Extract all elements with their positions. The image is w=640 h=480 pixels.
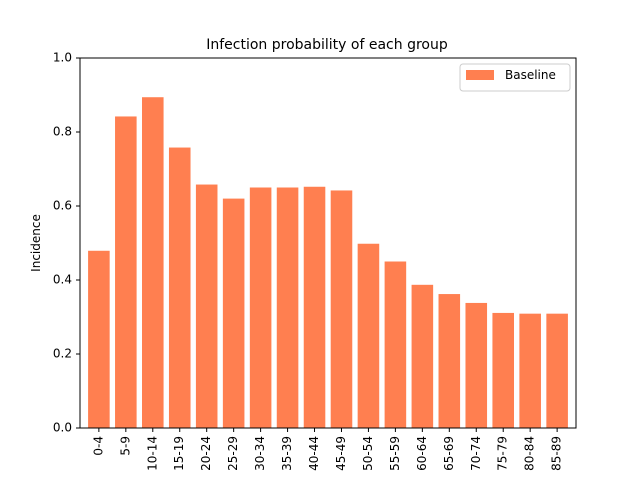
bar-60-64 bbox=[411, 284, 434, 428]
y-tick-label: 0.0 bbox=[53, 421, 72, 435]
plot-frame bbox=[79, 57, 577, 429]
x-tick-label: 40-44 bbox=[307, 436, 321, 471]
bar-40-44 bbox=[303, 186, 326, 428]
bar-50-54 bbox=[357, 243, 380, 428]
chart-title: Infection probability of each group bbox=[206, 37, 448, 53]
bar-80-84 bbox=[519, 313, 541, 428]
bar-30-34 bbox=[249, 187, 272, 428]
x-tick-label: 30-34 bbox=[253, 436, 267, 471]
y-axis: 0.0 0.2 0.4 0.6 0.8 1.0 bbox=[53, 51, 80, 435]
bar-20-24 bbox=[195, 184, 218, 428]
x-tick-label: 60-64 bbox=[415, 436, 429, 471]
x-tick-label: 85-89 bbox=[550, 436, 564, 471]
y-tick-label: 1.0 bbox=[53, 51, 72, 65]
bar-70-74 bbox=[465, 302, 488, 428]
x-tick-label: 25-29 bbox=[226, 436, 240, 471]
bar-85-89 bbox=[546, 313, 568, 428]
bar-10-14 bbox=[142, 97, 164, 428]
x-tick-label: 35-39 bbox=[280, 436, 294, 471]
legend-label: Baseline bbox=[505, 68, 556, 82]
bar-5-9 bbox=[115, 116, 137, 429]
bar-35-39 bbox=[276, 187, 299, 428]
y-tick-label: 0.2 bbox=[53, 347, 72, 361]
x-tick-label: 0-4 bbox=[91, 436, 105, 456]
bar-15-19 bbox=[168, 147, 191, 429]
y-tick-label: 0.8 bbox=[53, 125, 72, 139]
bar-0-4 bbox=[88, 250, 110, 428]
x-tick-label: 5-9 bbox=[118, 436, 132, 456]
bar-75-79 bbox=[492, 312, 514, 428]
x-tick-label: 20-24 bbox=[199, 436, 213, 471]
bar-55-59 bbox=[384, 261, 407, 428]
y-tick-label: 0.6 bbox=[53, 199, 72, 213]
y-tick-label: 0.4 bbox=[53, 273, 72, 287]
bar-45-49 bbox=[330, 190, 353, 428]
x-tick-label: 80-84 bbox=[523, 436, 537, 471]
bar-25-29 bbox=[222, 198, 245, 428]
bars-layer bbox=[88, 97, 568, 429]
x-axis: 0-4 5-9 10-14 15-19 20-24 25-29 30-34 35-39 40-4… bbox=[91, 428, 564, 471]
x-tick-label: 50-54 bbox=[361, 436, 375, 471]
y-axis-title: Incidence bbox=[29, 214, 43, 272]
legend: Baseline bbox=[459, 63, 571, 92]
x-tick-label: 55-59 bbox=[388, 436, 402, 471]
legend-swatch bbox=[466, 70, 494, 80]
x-tick-label: 70-74 bbox=[469, 436, 483, 471]
bar-65-69 bbox=[438, 294, 461, 428]
x-tick-label: 10-14 bbox=[145, 436, 159, 471]
x-tick-label: 45-49 bbox=[334, 436, 348, 471]
x-tick-label: 65-69 bbox=[442, 436, 456, 471]
x-tick-label: 15-19 bbox=[172, 436, 186, 471]
x-tick-label: 75-79 bbox=[496, 436, 510, 471]
